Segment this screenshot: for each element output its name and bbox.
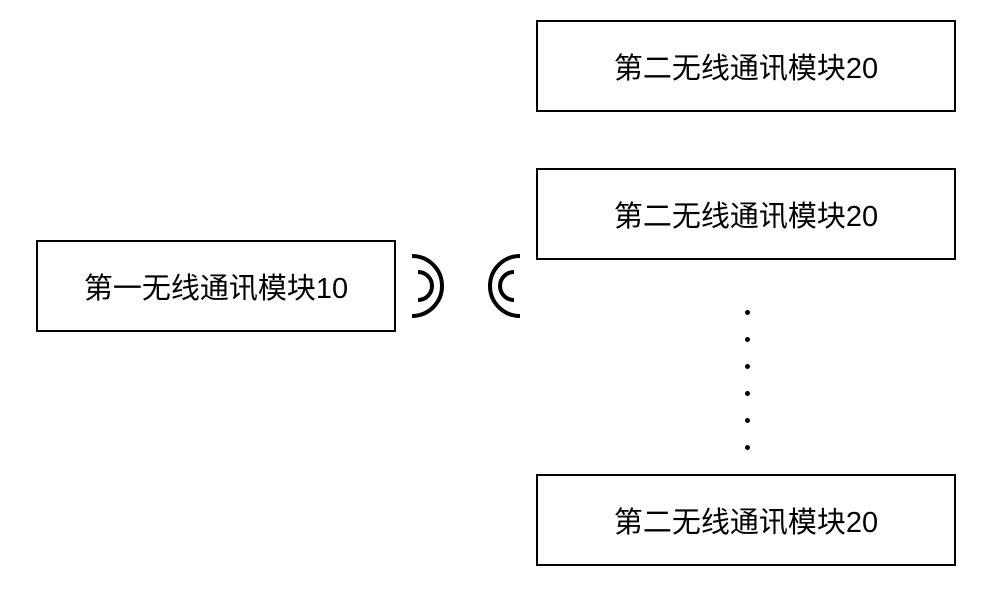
node-second-wireless-module-3: 第二无线通讯模块20 <box>536 474 956 566</box>
node-first-wireless-module: 第一无线通讯模块10 <box>36 240 396 332</box>
ellipsis-vertical-icon <box>745 310 750 450</box>
label-second-wireless-module-2: 第二无线通讯模块20 <box>614 193 878 235</box>
dot <box>745 418 750 423</box>
dot <box>745 337 750 342</box>
label-second-wireless-module-3: 第二无线通讯模块20 <box>614 499 878 541</box>
wireless-signal-icon <box>396 246 536 326</box>
label-second-wireless-module-1: 第二无线通讯模块20 <box>614 45 878 87</box>
label-first-wireless-module: 第一无线通讯模块10 <box>84 265 348 307</box>
dot <box>745 445 750 450</box>
node-second-wireless-module-1: 第二无线通讯模块20 <box>536 20 956 112</box>
dot <box>745 391 750 396</box>
dot <box>745 364 750 369</box>
node-second-wireless-module-2: 第二无线通讯模块20 <box>536 168 956 260</box>
dot <box>745 310 750 315</box>
